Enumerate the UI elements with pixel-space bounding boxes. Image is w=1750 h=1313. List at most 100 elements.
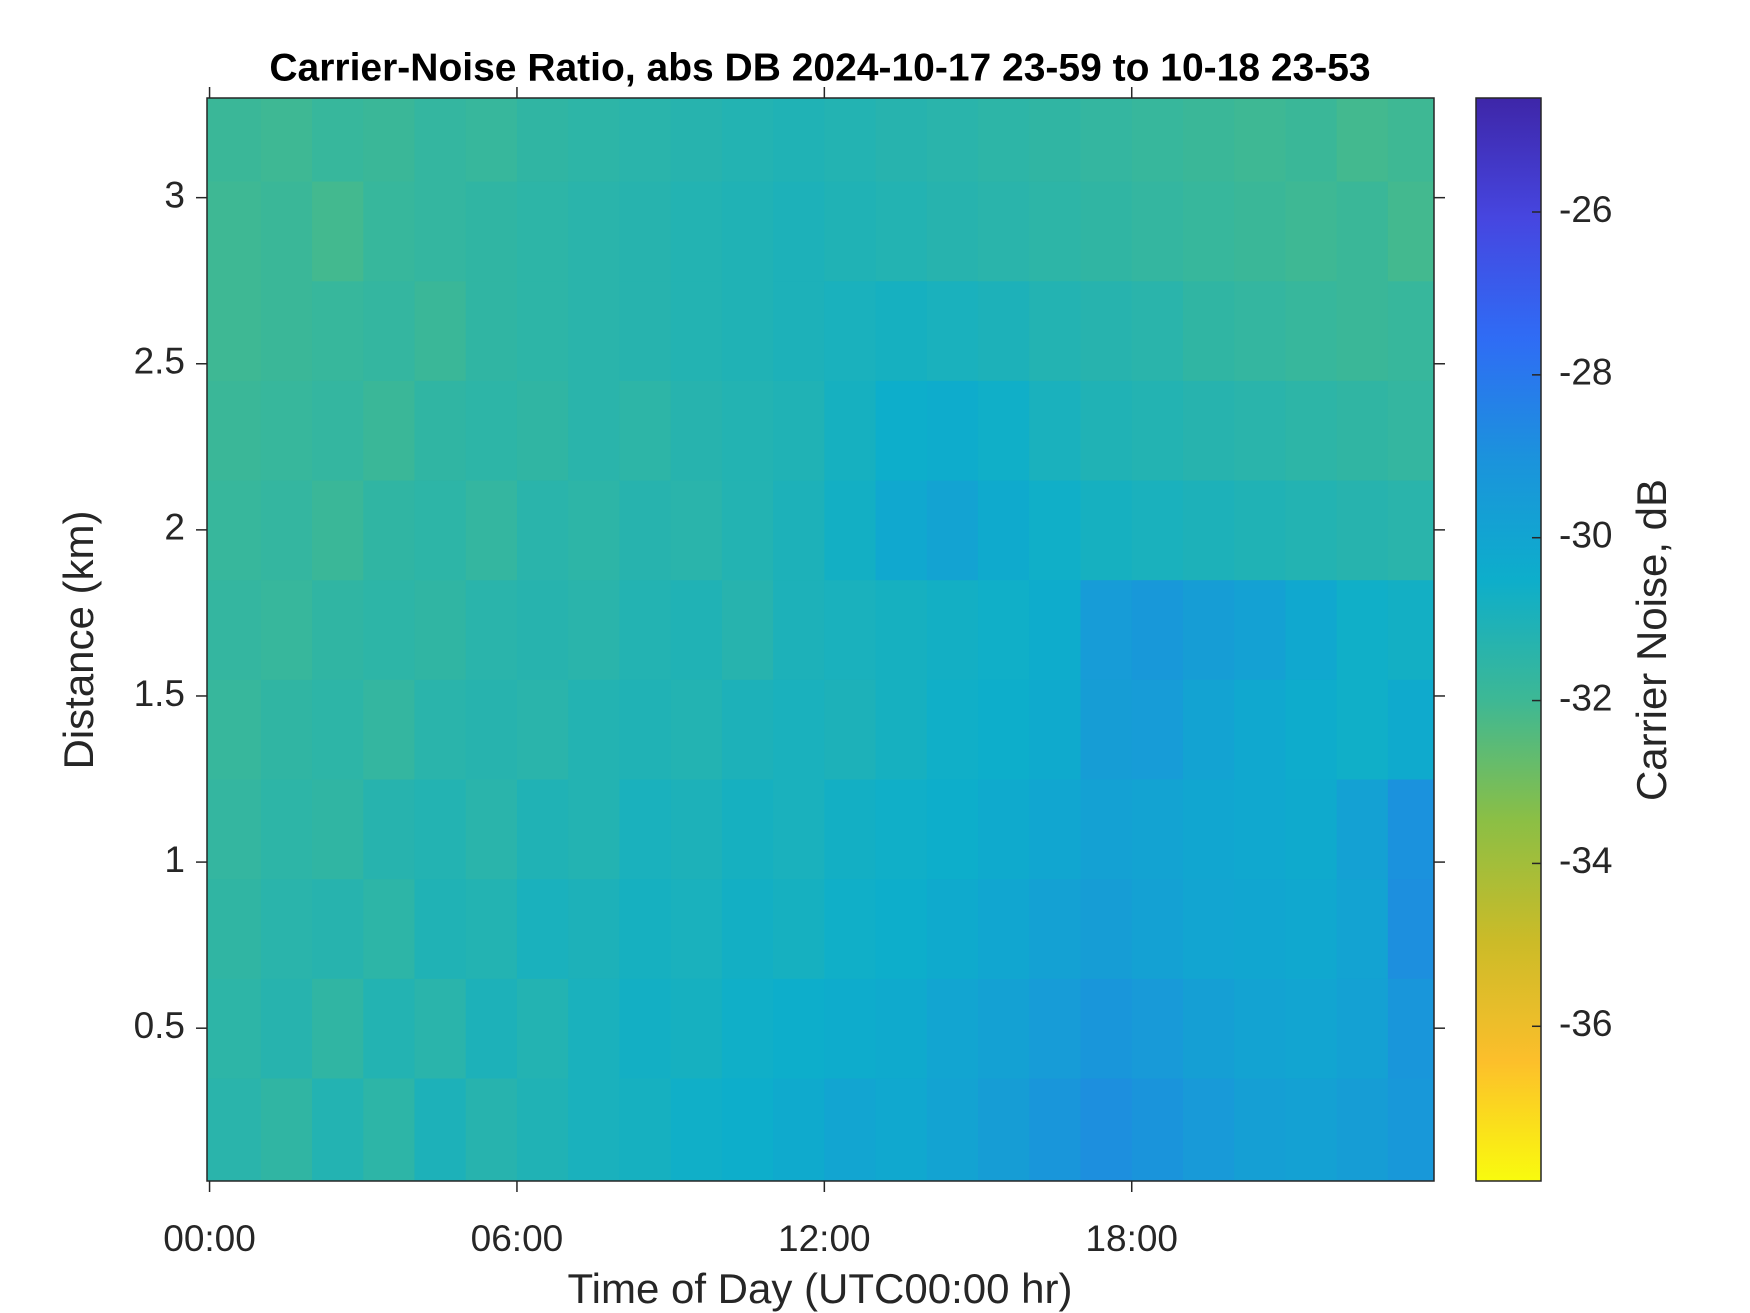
heatmap-cell (978, 280, 1030, 381)
heatmap-cell (465, 579, 518, 680)
heatmap-cell (1131, 480, 1184, 581)
heatmap-cell (1131, 579, 1184, 680)
heatmap-cell (414, 779, 467, 880)
heatmap-cell (516, 181, 569, 282)
heatmap-cell (1234, 98, 1286, 182)
heatmap-cell (875, 380, 928, 481)
heatmap-cell (465, 779, 518, 880)
heatmap-cell (670, 480, 723, 581)
heatmap-cell (1029, 779, 1082, 880)
heatmap-cell (926, 181, 979, 282)
heatmap-cell (773, 579, 825, 680)
heatmap-cell (1234, 779, 1286, 880)
heatmap-cell (670, 98, 723, 182)
colorbar-tick-label: -28 (1559, 352, 1612, 393)
heatmap-cell (1080, 679, 1133, 780)
heatmap-cell (1285, 280, 1338, 381)
heatmap-cell (1029, 1078, 1082, 1182)
heatmap-cell (773, 679, 825, 780)
colorbar-label: Carrier Noise, dB (1628, 479, 1675, 801)
heatmap-cell (926, 280, 979, 381)
heatmap-cell (363, 978, 415, 1079)
heatmap-cell (207, 480, 262, 581)
heatmap-cell (619, 380, 672, 481)
heatmap-cell (670, 280, 723, 381)
x-axis-label: Time of Day (UTC00:00 hr) (568, 1265, 1073, 1312)
heatmap-cell (1387, 679, 1435, 780)
heatmap-cell (1387, 380, 1435, 481)
heatmap-cell (773, 181, 825, 282)
heatmap-cell (1387, 978, 1435, 1079)
y-axis-label: Distance (km) (55, 510, 102, 769)
heatmap-cell (312, 98, 364, 182)
heatmap-cell (568, 779, 620, 880)
heatmap-cell (568, 480, 620, 581)
heatmap-cell (978, 978, 1030, 1079)
heatmap-cell (1131, 779, 1184, 880)
heatmap-cell (414, 380, 467, 481)
heatmap-cell (670, 579, 723, 680)
heatmap-cell (465, 1078, 518, 1182)
heatmap-cell (824, 779, 877, 880)
heatmap-cell (1285, 579, 1338, 680)
heatmap-cell (414, 1078, 467, 1182)
heatmap-cell (516, 579, 569, 680)
heatmap-cell (260, 679, 313, 780)
heatmap-cell (363, 878, 415, 979)
heatmap-cell (1182, 978, 1235, 1079)
heatmap-cell (670, 1078, 723, 1182)
heatmap-cell (721, 679, 774, 780)
heatmap-cell (1387, 181, 1435, 282)
heatmap-cell (670, 978, 723, 1079)
heatmap-cell (1234, 280, 1286, 381)
heatmap-cell (619, 480, 672, 581)
heatmap-cell (1336, 480, 1389, 581)
heatmap-cell (312, 679, 364, 780)
heatmap-cell (619, 1078, 672, 1182)
y-tick-label: 3 (164, 174, 185, 215)
heatmap-cell (207, 1078, 262, 1182)
heatmap-cell (721, 878, 774, 979)
heatmap-cell (207, 978, 262, 1079)
heatmap-cell (619, 978, 672, 1079)
x-tick-label: 06:00 (471, 1218, 564, 1259)
heatmap-cell (1285, 380, 1338, 481)
heatmap-cell (1285, 181, 1338, 282)
heatmap-cell (516, 779, 569, 880)
heatmap-cell (978, 579, 1030, 680)
heatmap-cell (207, 181, 262, 282)
heatmap-cell (260, 878, 313, 979)
heatmap-cell (773, 878, 825, 979)
heatmap-cell (1234, 380, 1286, 481)
heatmap-cell (619, 779, 672, 880)
heatmap-cell (824, 480, 877, 581)
heatmap-cell (516, 280, 569, 381)
heatmap-cell (1029, 679, 1082, 780)
heatmap-cell (568, 978, 620, 1079)
chart-title: Carrier-Noise Ratio, abs DB 2024-10-17 2… (269, 46, 1370, 89)
heatmap-cell (1234, 181, 1286, 282)
heatmap-cell (1336, 181, 1389, 282)
heatmap-cell (721, 380, 774, 481)
heatmap-cell (414, 978, 467, 1079)
heatmap-cell (363, 480, 415, 581)
heatmap-cell (260, 98, 313, 182)
heatmap-cell (516, 380, 569, 481)
heatmap-cell (619, 98, 672, 182)
y-tick-label: 1.5 (134, 673, 185, 714)
x-tick-label: 12:00 (778, 1218, 871, 1259)
heatmap-cell (1234, 878, 1286, 979)
heatmap-cell (1336, 579, 1389, 680)
heatmap-cell (1387, 1078, 1435, 1182)
heatmap-cell (978, 98, 1030, 182)
y-tick-label: 2 (164, 507, 185, 548)
heatmap-cell (721, 1078, 774, 1182)
heatmap-cell (926, 779, 979, 880)
x-tick-label: 00:00 (163, 1218, 256, 1259)
heatmap-cell (207, 98, 262, 182)
heatmap-cell (1336, 878, 1389, 979)
heatmap-cell (1387, 878, 1435, 979)
heatmap-cell (1182, 579, 1235, 680)
heatmap-cell (207, 779, 262, 880)
